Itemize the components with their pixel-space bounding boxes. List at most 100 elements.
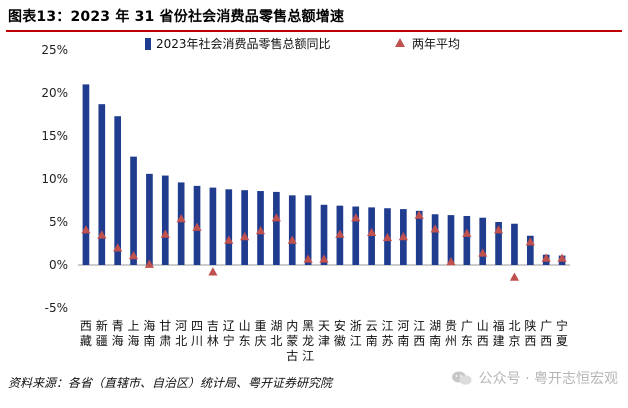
triangle-marker bbox=[367, 227, 377, 236]
bar bbox=[368, 207, 375, 265]
bar bbox=[114, 116, 122, 265]
bar bbox=[511, 223, 518, 265]
marker-series bbox=[81, 210, 567, 281]
triangle-marker bbox=[557, 253, 567, 262]
x-tick-label: 北京 bbox=[508, 319, 520, 348]
x-tick-label: 福建 bbox=[493, 318, 505, 348]
legend-bar-label: 2023年社会消费品零售总额同比 bbox=[156, 36, 331, 51]
triangle-marker bbox=[160, 229, 170, 238]
bar bbox=[463, 215, 471, 265]
wechat-icon bbox=[451, 371, 472, 385]
bar bbox=[479, 217, 487, 265]
x-tick-label: 河南 bbox=[397, 319, 409, 348]
triangle-marker bbox=[113, 243, 123, 252]
x-tick-label: 浙江 bbox=[350, 319, 362, 348]
y-tick-label: 10% bbox=[41, 172, 68, 186]
triangle-marker bbox=[208, 267, 218, 276]
x-tick-label: 江苏 bbox=[381, 319, 393, 348]
x-tick-label: 天津 bbox=[318, 319, 330, 348]
triangle-marker bbox=[176, 213, 186, 223]
triangle-marker bbox=[335, 229, 345, 238]
y-tick-label: -5% bbox=[45, 301, 68, 315]
x-axis-labels: 西藏新疆青海上海海南甘肃河北四川吉林辽宁山东重庆湖北内蒙古黑龙江天津安徽浙江云南… bbox=[80, 318, 568, 363]
x-tick-label: 山东 bbox=[239, 319, 251, 348]
x-tick-label: 云南 bbox=[366, 319, 378, 348]
bar bbox=[447, 215, 455, 265]
x-tick-label: 吉林 bbox=[207, 319, 219, 348]
bar bbox=[431, 214, 439, 265]
triangle-marker bbox=[541, 253, 551, 262]
bar bbox=[161, 175, 169, 265]
x-tick-label: 四川 bbox=[191, 319, 203, 348]
triangle-marker bbox=[97, 230, 107, 239]
y-tick-label: 25% bbox=[41, 43, 68, 57]
bar bbox=[495, 222, 502, 265]
x-tick-label: 广西 bbox=[540, 319, 552, 348]
x-tick-label: 辽宁 bbox=[223, 319, 235, 348]
bar bbox=[304, 195, 312, 265]
x-tick-label: 黑龙江 bbox=[302, 319, 314, 363]
triangle-marker bbox=[351, 213, 361, 222]
bar bbox=[415, 210, 423, 265]
triangle-marker bbox=[255, 226, 266, 235]
x-tick-label: 江西 bbox=[413, 319, 425, 348]
title-divider bbox=[6, 30, 622, 32]
chart-legend: 2023年社会消费品零售总额同比 两年平均 bbox=[145, 36, 460, 51]
x-tick-label: 海南 bbox=[143, 318, 155, 348]
triangle-marker bbox=[414, 210, 424, 219]
triangle-marker bbox=[398, 232, 408, 241]
watermark-text: 公众号 · 粤开志恒宏观 bbox=[478, 371, 618, 387]
bar bbox=[273, 191, 280, 265]
x-tick-label: 内蒙古 bbox=[286, 319, 298, 363]
x-tick-label: 甘肃 bbox=[159, 319, 171, 348]
triangle-marker bbox=[319, 254, 329, 263]
triangle-marker bbox=[81, 225, 91, 234]
chart-title: 图表13：2023 年 31 省份社会消费品零售总额增速 bbox=[8, 9, 345, 25]
triangle-marker bbox=[303, 254, 313, 263]
bar bbox=[288, 195, 296, 265]
triangle-marker bbox=[382, 232, 393, 242]
triangle-marker bbox=[478, 248, 488, 257]
source-note: 资料来源：各省（直辖市、自治区）统计局、粤开证券研究院 bbox=[8, 376, 333, 390]
y-axis: -5% 0% 5% 10% 15% 20% 25% bbox=[41, 43, 570, 315]
y-tick-label: 0% bbox=[49, 258, 68, 272]
triangle-marker bbox=[446, 256, 456, 266]
bar bbox=[130, 156, 137, 265]
bar bbox=[209, 187, 217, 265]
x-tick-label: 湖南 bbox=[429, 318, 441, 348]
bar bbox=[526, 235, 534, 265]
x-tick-label: 宁夏 bbox=[556, 318, 568, 348]
chart-area: 2023年社会消费品零售总额同比 两年平均 -5% 0% 5% 10% 15% 20% 25%… bbox=[0, 34, 628, 364]
bar bbox=[225, 189, 233, 265]
x-tick-label: 新疆 bbox=[96, 318, 108, 348]
x-tick-label: 湖北 bbox=[270, 318, 282, 348]
triangle-marker bbox=[493, 225, 504, 234]
x-tick-label: 山西 bbox=[477, 319, 489, 348]
bar bbox=[98, 104, 106, 266]
bar bbox=[352, 206, 360, 265]
x-tick-label: 青海 bbox=[112, 319, 124, 348]
watermark: 公众号 · 粤开志恒宏观 bbox=[451, 368, 618, 388]
bar bbox=[241, 190, 248, 265]
x-tick-label: 广东 bbox=[461, 319, 473, 348]
triangle-marker bbox=[509, 272, 520, 281]
triangle-marker bbox=[462, 228, 472, 237]
triangle-marker bbox=[128, 250, 139, 260]
legend-marker-label: 两年平均 bbox=[412, 37, 460, 51]
x-tick-label: 贵州 bbox=[445, 319, 457, 348]
legend-marker-swatch bbox=[395, 38, 405, 47]
bar-chart: 2023年社会消费品零售总额同比 两年平均 -5% 0% 5% 10% 15% 20% 25%… bbox=[41, 36, 570, 363]
triangle-marker bbox=[224, 235, 234, 244]
triangle-marker bbox=[525, 237, 535, 246]
x-tick-label: 河北 bbox=[175, 319, 187, 348]
triangle-marker bbox=[287, 235, 297, 244]
x-tick-label: 上海 bbox=[128, 319, 140, 348]
bar bbox=[320, 204, 328, 265]
bar bbox=[177, 182, 185, 265]
triangle-marker bbox=[240, 232, 250, 241]
legend-bar-swatch bbox=[145, 38, 151, 50]
triangle-marker bbox=[144, 259, 155, 268]
bar bbox=[146, 173, 153, 265]
x-tick-label: 安徽 bbox=[334, 318, 346, 348]
triangle-marker bbox=[271, 213, 281, 222]
